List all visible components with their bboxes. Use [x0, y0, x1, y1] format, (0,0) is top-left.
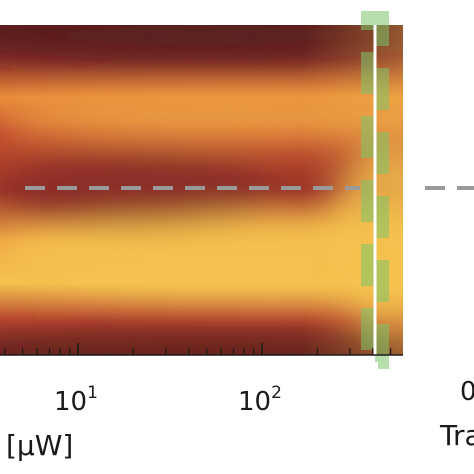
right-x-tick-label: 0: [460, 377, 474, 407]
x-minor-ticks: [4, 348, 392, 355]
x-axis-label: [μW]: [6, 429, 73, 462]
heatmap-panel: [0, 25, 403, 355]
right-x-axis-label: Tra: [439, 419, 474, 452]
x-tick-label-10-1: 101: [54, 383, 98, 417]
vertical-dashed-band: [361, 11, 389, 369]
x-tick-label-10-2: 102: [238, 383, 282, 417]
